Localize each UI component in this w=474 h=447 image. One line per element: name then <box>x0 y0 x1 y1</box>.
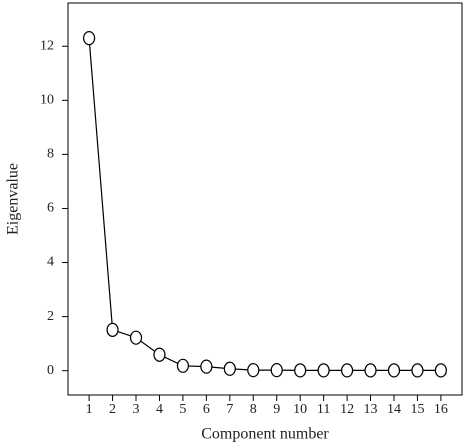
data-point <box>340 363 354 378</box>
data-point <box>294 363 307 378</box>
x-tick-label: 4 <box>156 402 163 417</box>
data-point <box>270 363 283 378</box>
x-tick-label: 5 <box>179 402 186 417</box>
x-tick-label: 14 <box>387 402 401 417</box>
data-point <box>106 322 119 337</box>
x-tick-label: 9 <box>273 402 280 417</box>
data-point <box>200 359 213 374</box>
data-point <box>83 31 96 46</box>
data-point <box>129 330 143 345</box>
x-tick-label: 2 <box>109 402 116 417</box>
plot-frame <box>67 2 463 396</box>
data-point <box>176 358 190 373</box>
x-tick-label: 7 <box>226 402 233 417</box>
x-tick-label: 15 <box>410 402 424 417</box>
x-tick-label: 6 <box>203 402 210 417</box>
series-line <box>88 38 441 371</box>
data-point <box>364 363 377 378</box>
data-point <box>223 361 236 376</box>
y-tick-label: 12 <box>40 38 54 53</box>
y-tick-label: 8 <box>47 147 54 162</box>
data-point <box>387 363 401 378</box>
data-point <box>434 363 447 378</box>
y-tick-label: 6 <box>47 201 54 216</box>
data-point <box>317 363 330 378</box>
y-tick-label: 0 <box>47 363 54 378</box>
x-tick-label: 11 <box>317 402 330 417</box>
x-tick-label: 3 <box>133 402 140 417</box>
y-tick-label: 10 <box>40 93 54 108</box>
data-point <box>247 363 260 378</box>
data-point <box>153 347 166 362</box>
data-point <box>411 363 424 378</box>
x-axis-label: Component number <box>201 426 329 443</box>
x-tick-label: 1 <box>86 402 93 417</box>
y-axis-label: Eigenvalue <box>5 163 22 235</box>
x-tick-label: 10 <box>293 402 307 417</box>
y-tick-label: 2 <box>47 309 54 324</box>
y-tick-label: 4 <box>47 255 54 270</box>
x-tick-label: 12 <box>340 402 354 417</box>
x-tick-label: 8 <box>250 402 257 417</box>
x-tick-label: 13 <box>364 402 378 417</box>
x-tick-label: 16 <box>434 402 448 417</box>
